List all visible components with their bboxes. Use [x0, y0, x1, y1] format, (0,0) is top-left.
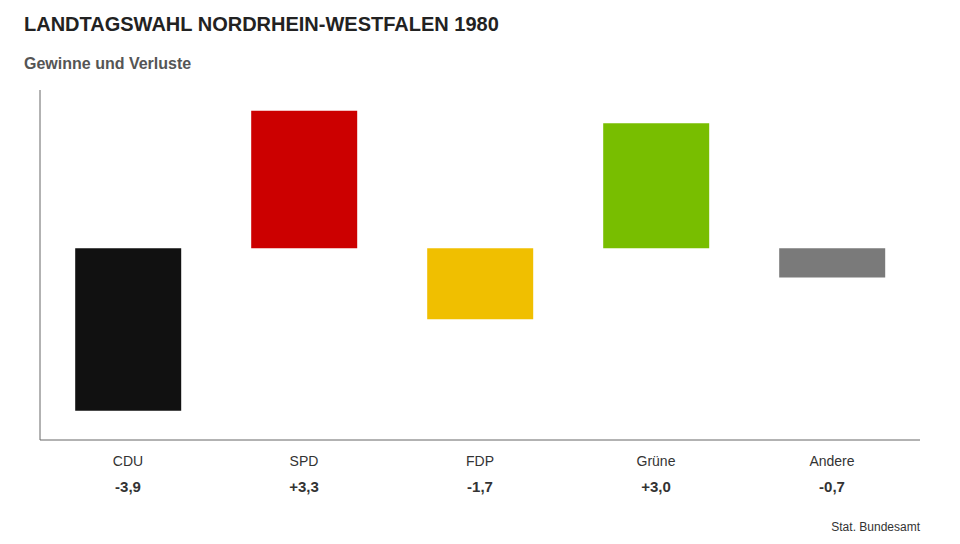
svg-text:+3,3: +3,3	[289, 478, 319, 495]
svg-text:SPD: SPD	[290, 453, 319, 469]
svg-text:-1,7: -1,7	[467, 478, 493, 495]
svg-text:+3,0: +3,0	[641, 478, 671, 495]
html-text:Gewinne und Verluste: Gewinne und Verluste	[24, 55, 192, 72]
svg-text:FDP: FDP	[466, 453, 494, 469]
svg-text:Andere: Andere	[809, 453, 854, 469]
html-text:Stat. Bundesamt: Stat. Bundesamt	[831, 520, 920, 534]
svg-text:-3,9: -3,9	[115, 478, 141, 495]
svg-text:Grüne: Grüne	[637, 453, 676, 469]
html-text:LANDTAGSWAHL NORDRHEIN-WESTFAL: LANDTAGSWAHL NORDRHEIN-WESTFALEN 1980	[24, 13, 499, 35]
svg-text:CDU: CDU	[113, 453, 143, 469]
svg-text:-0,7: -0,7	[819, 478, 845, 495]
